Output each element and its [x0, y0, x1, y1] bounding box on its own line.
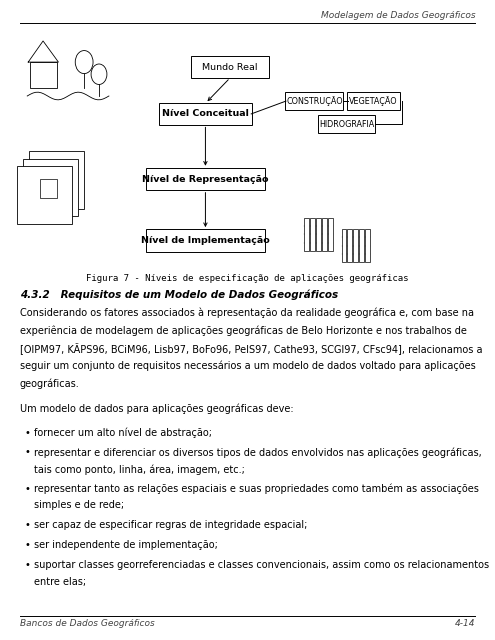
Bar — [353, 229, 358, 262]
Bar — [347, 229, 352, 262]
Text: Nível Conceitual: Nível Conceitual — [162, 109, 249, 118]
Bar — [30, 62, 57, 88]
Bar — [304, 218, 309, 251]
Text: geográficas.: geográficas. — [20, 379, 80, 389]
Text: representar tanto as relações espaciais e suas propriedades como também as assoc: representar tanto as relações espaciais … — [34, 484, 479, 494]
Bar — [342, 229, 346, 262]
Bar — [17, 166, 72, 224]
Text: [OlPM97, KÃPS96, BCiM96, Lisb97, BoFo96, PeIS97, Cathe93, SCGl97, CFsc94], relac: [OlPM97, KÃPS96, BCiM96, Lisb97, BoFo96,… — [20, 343, 482, 355]
Text: experiência de modelagem de aplicações geográficas de Belo Horizonte e nos traba: experiência de modelagem de aplicações g… — [20, 325, 467, 335]
Text: Figura 7 - Níveis de especificação de aplicações geográficas: Figura 7 - Níveis de especificação de ap… — [86, 274, 409, 283]
Text: •: • — [25, 484, 31, 494]
Text: suportar classes georreferenciadas e classes convencionais, assim como os relaci: suportar classes georreferenciadas e cla… — [34, 560, 489, 570]
Text: ser independente de implementação;: ser independente de implementação; — [34, 540, 217, 550]
Text: 4-14: 4-14 — [455, 619, 475, 628]
FancyBboxPatch shape — [318, 115, 375, 133]
FancyBboxPatch shape — [285, 92, 344, 110]
FancyBboxPatch shape — [191, 56, 269, 78]
FancyBboxPatch shape — [146, 168, 265, 190]
Text: ser capaz de especificar regras de integridade espacial;: ser capaz de especificar regras de integ… — [34, 520, 307, 531]
Bar — [328, 218, 333, 251]
FancyBboxPatch shape — [347, 92, 400, 110]
Text: VEGETAÇÃO: VEGETAÇÃO — [349, 96, 398, 106]
Bar — [365, 229, 370, 262]
Text: representar e diferenciar os diversos tipos de dados envolvidos nas aplicações g: representar e diferenciar os diversos ti… — [34, 447, 482, 458]
Text: entre elas;: entre elas; — [34, 577, 86, 587]
Text: Nível de Implementação: Nível de Implementação — [141, 236, 270, 245]
Bar — [316, 218, 321, 251]
Text: seguir um conjunto de requisitos necessários a um modelo de dados voltado para a: seguir um conjunto de requisitos necessá… — [20, 361, 476, 371]
Text: •: • — [25, 560, 31, 570]
Bar — [29, 151, 84, 209]
Text: 4.3.2   Requisitos de um Modelo de Dados Geográficos: 4.3.2 Requisitos de um Modelo de Dados G… — [20, 289, 338, 300]
Text: CONSTRUÇÃO: CONSTRUÇÃO — [286, 96, 343, 106]
Text: Bancos de Dados Geográficos: Bancos de Dados Geográficos — [20, 619, 154, 628]
Text: Nível de Representação: Nível de Representação — [142, 175, 269, 184]
Text: Um modelo de dados para aplicações geográficas deve:: Um modelo de dados para aplicações geogr… — [20, 403, 294, 413]
Text: •: • — [25, 520, 31, 531]
Text: HIDROGRAFIA: HIDROGRAFIA — [319, 120, 374, 129]
Bar — [40, 179, 57, 198]
Text: fornecer um alto nível de abstração;: fornecer um alto nível de abstração; — [34, 428, 212, 438]
Text: tais como ponto, linha, área, imagem, etc.;: tais como ponto, linha, área, imagem, et… — [34, 464, 245, 474]
FancyBboxPatch shape — [146, 229, 265, 252]
Text: •: • — [25, 447, 31, 458]
Circle shape — [75, 51, 93, 74]
Bar — [322, 218, 327, 251]
Text: •: • — [25, 540, 31, 550]
Text: Modelagem de Dados Geográficos: Modelagem de Dados Geográficos — [321, 12, 475, 20]
Text: simples e de rede;: simples e de rede; — [34, 500, 124, 511]
Text: •: • — [25, 428, 31, 438]
Bar — [23, 159, 78, 216]
Circle shape — [91, 64, 107, 84]
Bar — [359, 229, 364, 262]
FancyBboxPatch shape — [159, 102, 251, 125]
Text: Mundo Real: Mundo Real — [202, 63, 258, 72]
Bar — [310, 218, 315, 251]
Text: Considerando os fatores associados à representação da realidade geográfica e, co: Considerando os fatores associados à rep… — [20, 307, 474, 317]
